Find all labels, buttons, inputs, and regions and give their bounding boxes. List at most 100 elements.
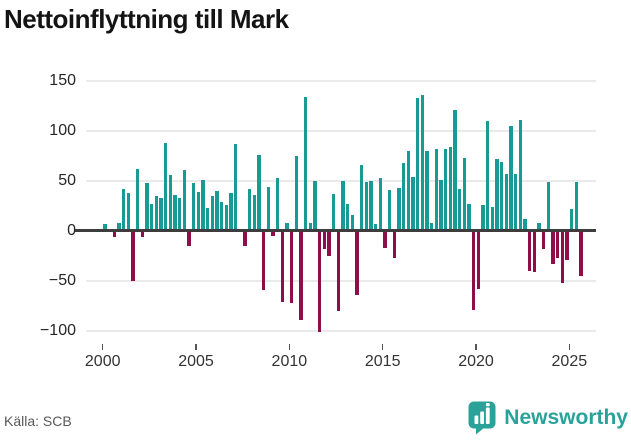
x-axis-tick [475, 344, 477, 350]
bar [177, 197, 182, 231]
bar [439, 179, 443, 231]
bar [481, 204, 485, 231]
source-note: Källa: SCB [4, 413, 72, 429]
bar [117, 222, 121, 231]
x-axis-tick [288, 344, 291, 350]
bar [331, 193, 336, 231]
bar [369, 180, 373, 231]
bar [537, 222, 541, 231]
bar [355, 230, 359, 295]
bar [135, 168, 140, 231]
newsworthy-logo-icon [467, 400, 498, 435]
bar [163, 142, 168, 231]
y-axis-label: 0 [67, 221, 76, 239]
bar [457, 188, 462, 231]
x-axis-label: 2010 [271, 353, 308, 370]
bar [387, 189, 392, 231]
bar [485, 120, 490, 231]
bar [532, 230, 537, 272]
bar [383, 230, 387, 248]
bar [518, 119, 523, 231]
bar [294, 155, 299, 231]
brand-name: Newsworthy [504, 405, 628, 429]
bar [341, 180, 345, 231]
bar [574, 181, 579, 231]
bar [551, 230, 555, 264]
bar [266, 186, 271, 231]
bar [359, 164, 364, 231]
bar [145, 182, 149, 231]
bar [303, 96, 308, 231]
chart-title: Nettoinflyttning till Mark [4, 4, 289, 34]
bar [397, 187, 401, 231]
y-axis-label: −100 [39, 321, 76, 339]
bar [224, 204, 229, 231]
x-axis-label: 2005 [178, 353, 214, 370]
bar [219, 201, 224, 231]
bar [233, 143, 238, 231]
bar [112, 230, 117, 237]
bar [149, 203, 154, 231]
bar [201, 179, 205, 231]
bar [420, 94, 425, 231]
plot-area: 150 100 50 0 −50 −100 2000 2005 2010 2015 2020 2025 [39, 71, 596, 370]
bar [131, 230, 135, 281]
bar [560, 230, 565, 283]
bar [229, 192, 233, 231]
bar [187, 230, 191, 246]
bar [173, 194, 177, 231]
bar [299, 230, 303, 320]
gridline [85, 129, 596, 132]
bar [140, 230, 145, 237]
bar [121, 188, 126, 231]
bar [243, 230, 247, 246]
y-axis-label: 100 [49, 121, 76, 139]
bar [541, 230, 546, 249]
bar [467, 203, 471, 231]
bar [317, 230, 322, 332]
bar [504, 173, 509, 231]
bar [373, 223, 378, 231]
bar [261, 230, 266, 290]
bar [257, 154, 261, 231]
bar [247, 188, 252, 231]
bar [126, 192, 131, 231]
bar [308, 222, 313, 231]
bar [415, 97, 420, 231]
bar [411, 176, 415, 231]
x-axis-tick [381, 344, 384, 350]
bar [462, 157, 467, 231]
bar [555, 230, 560, 258]
y-axis-label: −50 [48, 271, 76, 289]
bar [471, 230, 476, 310]
bar [327, 230, 331, 256]
bar [345, 203, 350, 231]
bar [168, 174, 173, 231]
bar [453, 109, 457, 231]
bar [313, 180, 317, 231]
bar [490, 206, 495, 231]
bar [215, 190, 219, 231]
x-axis-tick [195, 344, 197, 350]
x-axis-tick [101, 344, 104, 350]
bar [443, 148, 448, 231]
bar [182, 169, 187, 231]
bar [495, 158, 499, 231]
bar [401, 162, 406, 231]
bar [448, 146, 453, 231]
bar [103, 223, 107, 231]
bar [523, 218, 527, 231]
bar [565, 230, 569, 260]
bar [392, 230, 397, 258]
bar [434, 148, 439, 231]
bar [154, 195, 159, 231]
bar [579, 230, 583, 276]
bar [546, 181, 551, 231]
bar [509, 125, 513, 231]
bar [196, 191, 201, 231]
bar [527, 230, 532, 271]
brand-badge: Newsworthy [467, 400, 628, 435]
y-axis-label: 150 [49, 71, 76, 89]
bar [364, 181, 369, 231]
gridline [85, 79, 596, 82]
